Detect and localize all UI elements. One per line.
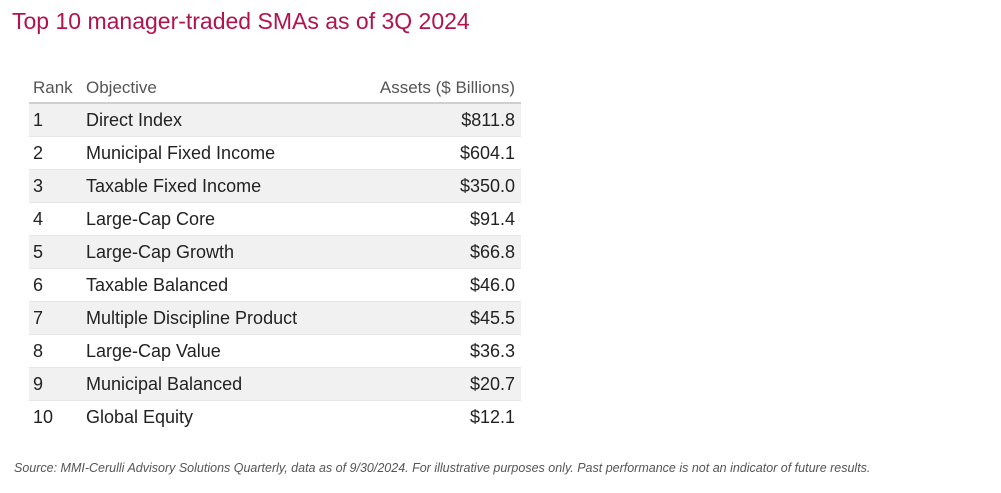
table-row: 8 Large-Cap Value $36.3 [29, 335, 521, 368]
table-header-row: Rank Objective Assets ($ Billions) [29, 74, 521, 104]
rank-cell: 7 [33, 307, 44, 328]
column-header-assets: Assets ($ Billions) [379, 78, 515, 97]
source-footnote: Source: MMI-Cerulli Advisory Solutions Q… [14, 461, 871, 475]
table-row: 1 Direct Index $811.8 [29, 104, 521, 137]
objective-cell: Multiple Discipline Product [86, 307, 298, 328]
assets-cell: $36.3 [469, 340, 515, 361]
rank-cell: 6 [33, 274, 44, 295]
objective-cell: Large-Cap Value [86, 340, 221, 361]
rank-cell: 4 [33, 208, 44, 229]
objective-cell: Municipal Fixed Income [86, 142, 276, 163]
sma-table: Rank Objective Assets ($ Billions) 1 Dire… [29, 74, 521, 433]
assets-cell: $350.0 [459, 175, 515, 196]
column-header-rank: Rank [33, 78, 73, 97]
table-row: 4 Large-Cap Core $91.4 [29, 203, 521, 236]
table-row: 10 Global Equity $12.1 [29, 401, 521, 433]
objective-cell: Direct Index [86, 109, 183, 130]
table-row: 9 Municipal Balanced $20.7 [29, 368, 521, 401]
assets-cell: $12.1 [469, 406, 515, 427]
rank-cell: 9 [33, 373, 44, 394]
rank-cell: 2 [33, 142, 44, 163]
assets-cell: $91.4 [469, 208, 515, 229]
objective-cell: Large-Cap Core [86, 208, 216, 229]
assets-cell: $811.8 [461, 109, 515, 130]
assets-cell: $46.0 [469, 274, 515, 295]
column-header-objective: Objective [86, 78, 157, 97]
rank-cell: 10 [33, 406, 54, 427]
assets-cell: $604.1 [459, 142, 515, 163]
chart-title: Top 10 manager-traded SMAs as of 3Q 2024 [12, 8, 470, 34]
objective-cell: Global Equity [86, 406, 194, 427]
objective-cell: Taxable Fixed Income [86, 175, 262, 196]
assets-cell: $45.5 [469, 307, 515, 328]
objective-cell: Large-Cap Growth [86, 241, 235, 262]
table-row: 7 Multiple Discipline Product $45.5 [29, 302, 521, 335]
assets-cell: $20.7 [469, 373, 515, 394]
assets-cell: $66.8 [469, 241, 515, 262]
table-row: 6 Taxable Balanced $46.0 [29, 269, 521, 302]
rank-cell: 5 [33, 241, 44, 262]
objective-cell: Municipal Balanced [86, 373, 243, 394]
objective-cell: Taxable Balanced [86, 274, 229, 295]
rank-cell: 3 [33, 175, 44, 196]
rank-cell: 1 [33, 109, 44, 130]
table-row: 2 Municipal Fixed Income $604.1 [29, 137, 521, 170]
rank-cell: 8 [33, 340, 44, 361]
table-row: 5 Large-Cap Growth $66.8 [29, 236, 521, 269]
table-body: 1 Direct Index $811.8 2 Municipal Fixed Inco… [29, 104, 521, 433]
table-row: 3 Taxable Fixed Income $350.0 [29, 170, 521, 203]
